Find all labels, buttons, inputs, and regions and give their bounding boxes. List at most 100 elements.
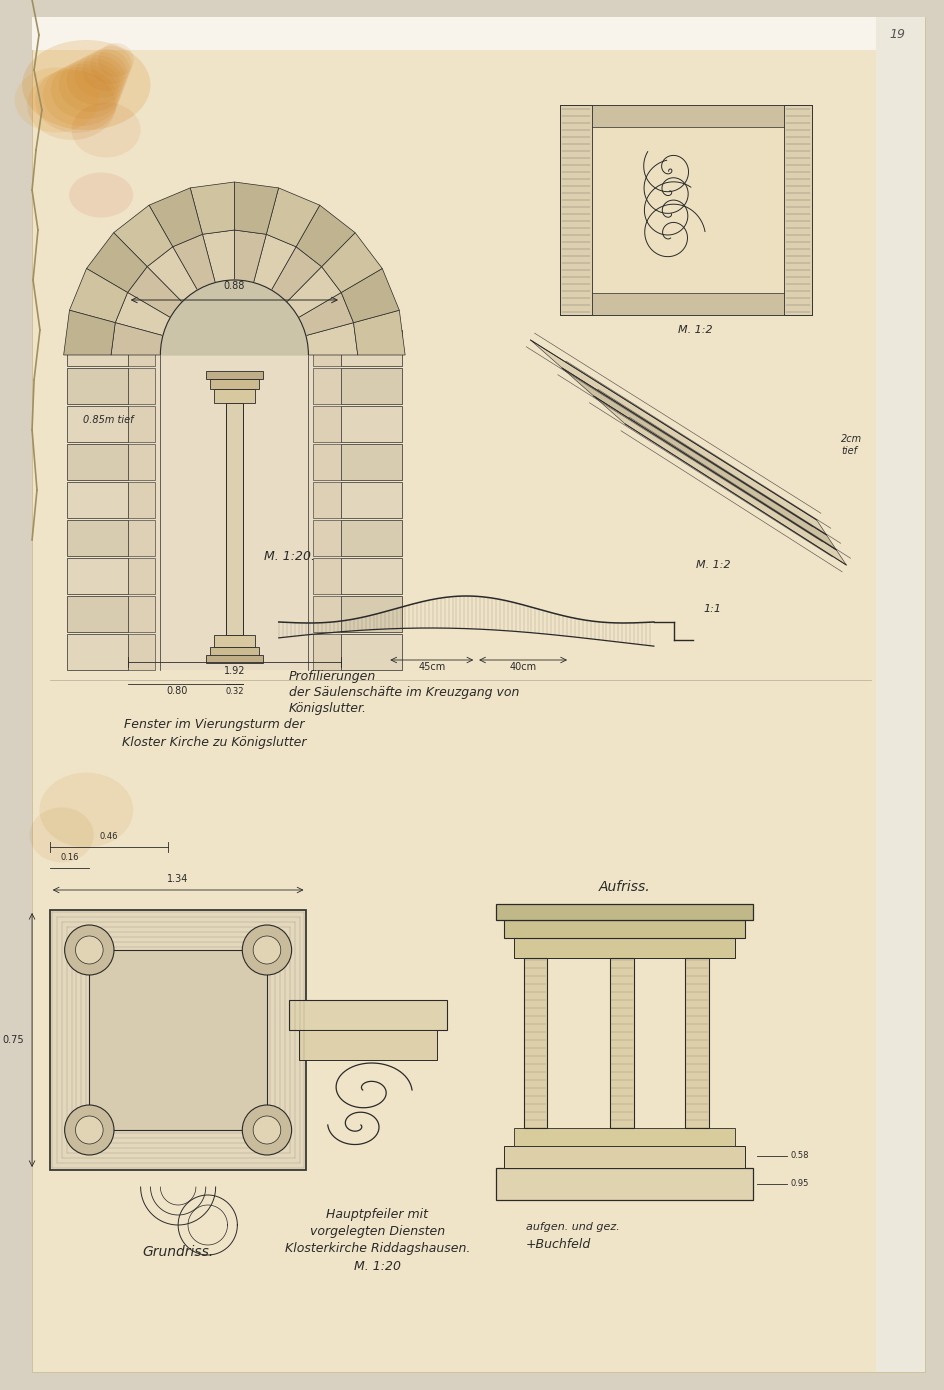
Circle shape — [76, 1116, 103, 1144]
Text: Aufriss.: Aufriss. — [598, 880, 649, 894]
Text: 1.92: 1.92 — [224, 666, 244, 676]
Circle shape — [242, 924, 292, 974]
Bar — [298, 1030, 436, 1061]
Polygon shape — [115, 292, 170, 335]
Bar — [591, 106, 784, 126]
Bar — [66, 329, 127, 366]
Bar — [313, 406, 341, 442]
Bar — [503, 1145, 744, 1168]
Bar — [684, 958, 708, 1129]
Ellipse shape — [66, 56, 126, 106]
Circle shape — [253, 935, 280, 965]
Bar — [514, 938, 734, 958]
Bar — [66, 406, 127, 442]
Polygon shape — [530, 341, 826, 535]
Text: Grundriss.: Grundriss. — [143, 1245, 213, 1259]
Bar — [523, 958, 547, 1129]
Bar — [66, 596, 127, 632]
Polygon shape — [562, 368, 835, 550]
Polygon shape — [70, 268, 127, 322]
Ellipse shape — [15, 68, 98, 132]
Bar — [341, 329, 402, 366]
Text: 40cm: 40cm — [510, 662, 536, 671]
Bar — [591, 293, 784, 316]
Bar — [313, 329, 341, 366]
Bar — [341, 368, 402, 404]
Bar — [341, 443, 402, 480]
Polygon shape — [341, 268, 399, 322]
Bar — [313, 596, 341, 632]
Polygon shape — [63, 310, 115, 354]
Text: Klosterkirche Riddagshausen.: Klosterkirche Riddagshausen. — [284, 1243, 470, 1255]
Bar — [313, 443, 341, 480]
Ellipse shape — [42, 64, 120, 126]
Text: 2cm
tief: 2cm tief — [840, 434, 862, 456]
Text: 0.85m tief: 0.85m tief — [83, 416, 134, 425]
Ellipse shape — [69, 172, 133, 217]
Text: 0.80: 0.80 — [166, 687, 187, 696]
Circle shape — [76, 935, 103, 965]
Polygon shape — [286, 267, 341, 317]
Polygon shape — [353, 310, 405, 354]
Polygon shape — [234, 182, 278, 235]
Polygon shape — [110, 322, 162, 354]
Polygon shape — [87, 232, 147, 292]
Bar — [66, 520, 127, 556]
Bar — [127, 329, 155, 366]
Bar — [341, 520, 402, 556]
Circle shape — [242, 1105, 292, 1155]
Polygon shape — [147, 247, 197, 302]
Bar — [213, 389, 255, 403]
Text: der Säulenschäfte im Kreuzgang von: der Säulenschäfte im Kreuzgang von — [288, 687, 518, 699]
Text: 1:1: 1:1 — [702, 605, 720, 614]
Circle shape — [253, 1116, 280, 1144]
Text: 45cm: 45cm — [417, 662, 445, 671]
Bar — [210, 379, 259, 389]
Ellipse shape — [91, 46, 131, 83]
Polygon shape — [113, 206, 173, 267]
Bar — [127, 443, 155, 480]
Bar — [313, 520, 341, 556]
Bar — [313, 368, 341, 404]
Text: vorgelegten Diensten: vorgelegten Diensten — [310, 1225, 445, 1238]
Polygon shape — [321, 232, 382, 292]
Ellipse shape — [22, 40, 150, 131]
Bar — [127, 557, 155, 594]
Ellipse shape — [27, 70, 116, 140]
Bar — [560, 106, 811, 316]
Polygon shape — [149, 188, 202, 247]
Bar — [784, 106, 811, 316]
Circle shape — [64, 924, 114, 974]
Ellipse shape — [59, 58, 124, 113]
Bar — [341, 557, 402, 594]
Bar — [127, 634, 155, 670]
Bar — [206, 371, 262, 379]
Text: aufgen. und gez.: aufgen. und gez. — [525, 1222, 618, 1232]
Ellipse shape — [98, 43, 134, 76]
Text: 0.58: 0.58 — [789, 1151, 808, 1161]
Bar — [127, 345, 341, 670]
Polygon shape — [202, 229, 234, 282]
Text: 0.75: 0.75 — [3, 1036, 25, 1045]
Polygon shape — [173, 235, 215, 291]
Text: 0.95: 0.95 — [789, 1180, 807, 1188]
Bar — [213, 635, 255, 646]
Text: Hauptpfeiler mit: Hauptpfeiler mit — [327, 1208, 428, 1220]
Ellipse shape — [35, 67, 118, 133]
Ellipse shape — [40, 773, 133, 848]
Text: Fenster im Vierungsturm der: Fenster im Vierungsturm der — [125, 719, 305, 731]
Text: Profilierungen: Profilierungen — [288, 670, 376, 682]
Text: +Buchfeld: +Buchfeld — [525, 1238, 590, 1251]
Bar — [341, 482, 402, 518]
Bar — [50, 910, 306, 1170]
Bar — [127, 406, 155, 442]
Polygon shape — [127, 267, 182, 317]
Bar — [610, 958, 633, 1129]
Ellipse shape — [29, 808, 93, 863]
Ellipse shape — [75, 51, 127, 99]
Ellipse shape — [82, 49, 129, 90]
Bar — [127, 368, 155, 404]
Bar — [66, 557, 127, 594]
Ellipse shape — [51, 61, 122, 120]
Polygon shape — [266, 188, 319, 247]
